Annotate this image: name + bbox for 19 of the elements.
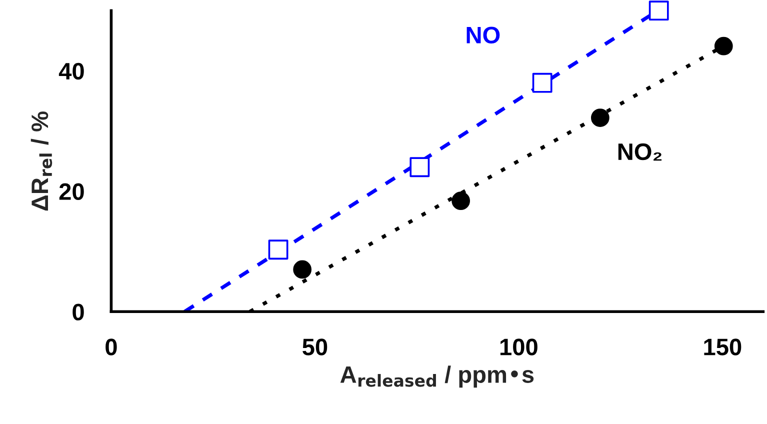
y-axis-title: ΔR$_{rel}$ / % bbox=[30, 112, 52, 211]
y-tick-label: 40 bbox=[58, 62, 84, 80]
x-axis-title: A$_{released}$ / ppm•s bbox=[340, 366, 534, 388]
series-label: NO₂ bbox=[618, 143, 662, 161]
point bbox=[452, 192, 470, 210]
point bbox=[293, 260, 312, 279]
y-tick-label: 20 bbox=[59, 183, 84, 200]
point bbox=[410, 157, 430, 178]
point bbox=[714, 36, 733, 56]
point bbox=[268, 240, 288, 260]
x-tick-label: 100 bbox=[500, 338, 538, 356]
y-tick-label: 0 bbox=[72, 304, 84, 320]
point bbox=[590, 108, 610, 127]
x-tick-label: 0 bbox=[106, 338, 117, 356]
point bbox=[648, 0, 669, 21]
x-tick-label: 50 bbox=[302, 338, 328, 356]
x-tick-label: 150 bbox=[704, 338, 742, 356]
point bbox=[532, 72, 552, 93]
series-label: NO bbox=[466, 26, 500, 44]
